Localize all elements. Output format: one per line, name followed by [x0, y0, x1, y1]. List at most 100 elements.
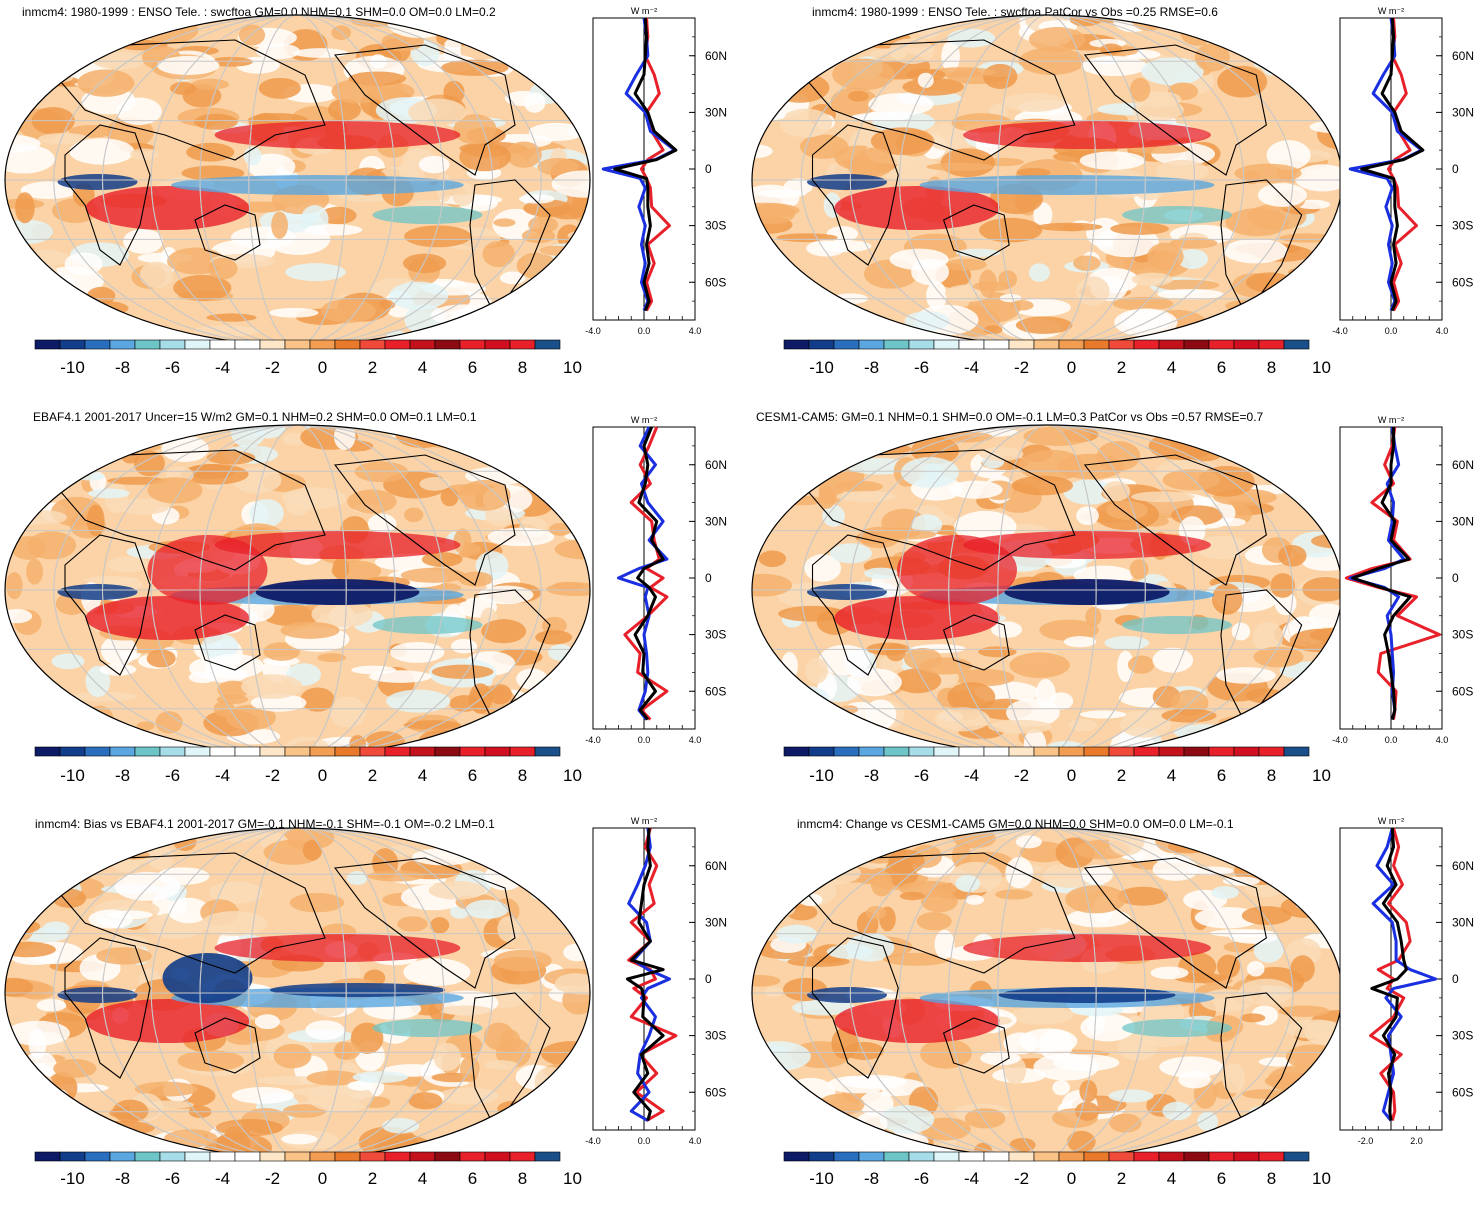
map-field-patch: [752, 144, 773, 159]
map-field-patch: [418, 155, 450, 174]
map-field-patch: [864, 567, 898, 580]
map-field-patch: [877, 527, 921, 539]
map-field-patch: [983, 325, 1003, 335]
colorbar-swatch: [933, 339, 960, 350]
map-band-north: [963, 531, 1211, 559]
map-field-patch: [1241, 906, 1292, 925]
map-field-patch: [1216, 954, 1241, 979]
map-field-patch: [522, 293, 539, 326]
colorbar-swatch: [184, 339, 211, 350]
colorbar-swatch: [1008, 746, 1035, 757]
map-field-patch: [1117, 650, 1134, 683]
map-field-patch: [281, 487, 346, 510]
map-field-patch: [1039, 619, 1099, 641]
map-field-patch: [5, 1121, 24, 1135]
map-field-patch: [269, 307, 319, 318]
colorbar-swatch: [184, 1151, 211, 1162]
map-field-patch: [134, 1081, 199, 1097]
map-coastline: [1220, 179, 1303, 317]
map-field-patch: [25, 1073, 53, 1093]
map-field-patch: [1267, 1119, 1312, 1133]
map-field-patch: [1028, 27, 1086, 52]
map-field-patch: [88, 909, 133, 929]
map-field-patch: [1076, 506, 1099, 526]
colorbar-tick-label: -6: [914, 1169, 929, 1187]
map-field-patch: [54, 831, 76, 850]
map-band-north: [214, 121, 461, 149]
map-field-patch: [19, 861, 53, 875]
map-band-north: [963, 934, 1211, 962]
map-field-patch: [433, 325, 478, 339]
map-field-patch: [1015, 316, 1073, 334]
colorbar-swatch: [1108, 1151, 1135, 1162]
map-bias-patch: [162, 953, 253, 1003]
map-field-patch: [16, 854, 73, 868]
map-field-patch: [5, 837, 22, 854]
zonal-unit-label: W m⁻²: [631, 415, 657, 425]
map-band-indian: [57, 987, 138, 1003]
zonal-line-obs: [601, 17, 677, 312]
map-field-patch: [1015, 835, 1042, 849]
map-field-patch: [1278, 1005, 1330, 1017]
map-field-patch: [36, 998, 67, 1012]
colorbar-swatch: [1208, 1151, 1235, 1162]
colorbar-swatch: [1133, 339, 1160, 350]
colorbar-swatch: [534, 339, 561, 350]
zonal-lat-label: 30N: [1452, 915, 1474, 929]
map-field-patch: [453, 528, 472, 555]
colorbar-swatch: [309, 746, 336, 757]
colorbar-swatch: [983, 746, 1010, 757]
colorbar-swatch: [808, 746, 835, 757]
map-field-patch: [752, 1140, 795, 1150]
map-field-patch: [488, 684, 512, 705]
map-field-patch: [1177, 249, 1209, 270]
map-field-patch: [1294, 164, 1342, 192]
colorbar: -10 -8 -6 -4 -2 0 2 4 6 8 10: [34, 339, 582, 377]
map-field-patch: [527, 433, 572, 450]
colorbar-swatch: [1233, 1151, 1260, 1162]
map-meridian: [150, 15, 445, 345]
colorbar-tick-label: 2: [1117, 1169, 1126, 1187]
map-coastline: [801, 852, 1076, 974]
map-field-patch: [136, 721, 155, 731]
map-field-patch: [1242, 1089, 1286, 1099]
map-meridian: [899, 828, 1195, 1158]
map-field-patch: [541, 829, 590, 844]
map-field-patch: [752, 889, 771, 918]
colorbar-tick-label: 8: [518, 766, 527, 785]
colorbar-tick-label: 4: [418, 766, 427, 785]
zonal-x-label: 4.0: [689, 326, 702, 336]
colorbar-swatch: [783, 1151, 810, 1162]
map-field-patch: [8, 72, 34, 83]
colorbar-swatch: [808, 339, 835, 350]
map-band-spcz: [372, 616, 483, 634]
map-field-patch: [1109, 1113, 1142, 1133]
colorbar-tick-label: -8: [115, 766, 130, 785]
colorbar-tick-label: 6: [1217, 1169, 1226, 1187]
map-field-patch: [934, 707, 990, 732]
map-field-patch: [419, 477, 451, 491]
colorbar-tick-label: -10: [809, 358, 834, 377]
zonal-lat-label: 30N: [1452, 514, 1474, 528]
map-field-patch: [282, 432, 307, 446]
panel-1: inmcm4: 1980-1999 : ENSO Tele. : swcftoa…: [0, 0, 741, 395]
map-field-patch: [5, 723, 48, 736]
colorbar-swatch: [509, 746, 536, 757]
map-coastline: [1220, 992, 1303, 1130]
map-field-patch: [752, 49, 797, 71]
map-field-patch: [285, 263, 346, 282]
colorbar-tick-label: -10: [60, 358, 85, 377]
colorbar-tick-label: 6: [468, 766, 477, 785]
map-meridian: [150, 828, 445, 1158]
map-field-patch: [5, 1064, 35, 1082]
map-field-patch: [5, 298, 41, 326]
zonal-line-ref: [1351, 427, 1412, 720]
map-band-equator: [919, 175, 1215, 195]
colorbar-swatch: [1258, 339, 1285, 350]
map-field-patch: [1129, 77, 1151, 102]
map-field-patch: [517, 828, 559, 840]
colorbar-tick-label: -4: [964, 1169, 979, 1187]
map-field-patch: [474, 725, 506, 746]
map-meridian: [102, 425, 493, 755]
map-field-patch: [519, 859, 584, 881]
